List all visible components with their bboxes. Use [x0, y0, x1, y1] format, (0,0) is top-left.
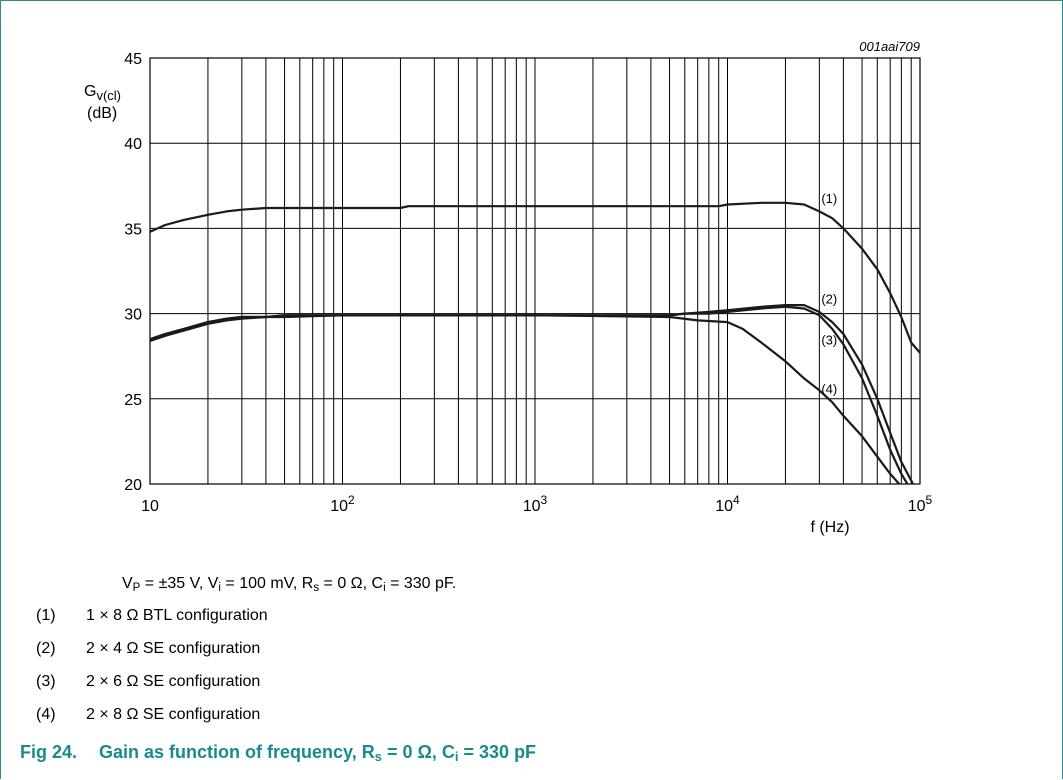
y-tick-label: 20: [124, 477, 142, 494]
test-conditions: VP = ±35 V, Vi = 100 mV, Rs = 0 Ω, Ci = …: [122, 575, 457, 594]
series-line: [149, 304, 914, 485]
x-tick-label: 105: [908, 493, 933, 515]
x-tick-label: 102: [330, 493, 355, 515]
y-tick-label: 40: [124, 136, 142, 153]
legend-item: (3) 2 × 6 Ω SE configuration: [36, 672, 268, 705]
legend-text: 1 × 8 Ω BTL configuration: [86, 607, 268, 624]
figure-caption: Fig 24. Gain as function of frequency, Rs…: [20, 742, 537, 764]
y-tick-label: 25: [124, 392, 142, 409]
legend-item: (2) 2 × 4 Ω SE configuration: [36, 639, 268, 672]
x-axis-title: f (Hz): [810, 519, 849, 536]
figure-number: Fig 24.: [20, 742, 78, 762]
curve-label: (3): [821, 332, 837, 347]
figure-reference: 001aai709: [859, 39, 920, 54]
x-tick-label: 10: [141, 498, 159, 515]
legend-text: 2 × 4 Ω SE configuration: [86, 640, 261, 657]
legend-number: (1): [36, 607, 56, 624]
legend-number: (2): [36, 640, 56, 657]
y-tick-label: 35: [124, 221, 142, 238]
series-line: [149, 201, 921, 354]
legend-text: 2 × 6 Ω SE configuration: [86, 673, 261, 690]
curve-label: (4): [821, 382, 837, 397]
gain-frequency-chart: 20 25 30 35 40 45 10 102 103 104 105 Gv(cl) (dB) f (H…: [84, 39, 933, 536]
plot-area-border: [149, 57, 921, 485]
legend-number: (4): [36, 706, 56, 723]
legend-text: 2 × 8 Ω SE configuration: [86, 706, 261, 723]
legend-item: (1) 1 × 8 Ω BTL configuration: [36, 606, 268, 639]
legend: (1) 1 × 8 Ω BTL configuration (2) 2 × 4 Ω …: [36, 606, 268, 738]
y-axis-title: Gv(cl): [84, 83, 121, 103]
x-tick-label: 104: [715, 493, 740, 515]
series-line: [149, 305, 909, 485]
curve-label: (1): [821, 191, 837, 206]
y-tick-label: 45: [124, 51, 142, 68]
legend-item: (4) 2 × 8 Ω SE configuration: [36, 705, 268, 738]
x-tick-label: 103: [523, 493, 548, 515]
curve-label: (2): [821, 291, 837, 306]
legend-number: (3): [36, 673, 56, 690]
series-line: [149, 314, 901, 485]
y-axis-unit: (dB): [87, 105, 117, 122]
y-tick-label: 30: [124, 307, 142, 324]
